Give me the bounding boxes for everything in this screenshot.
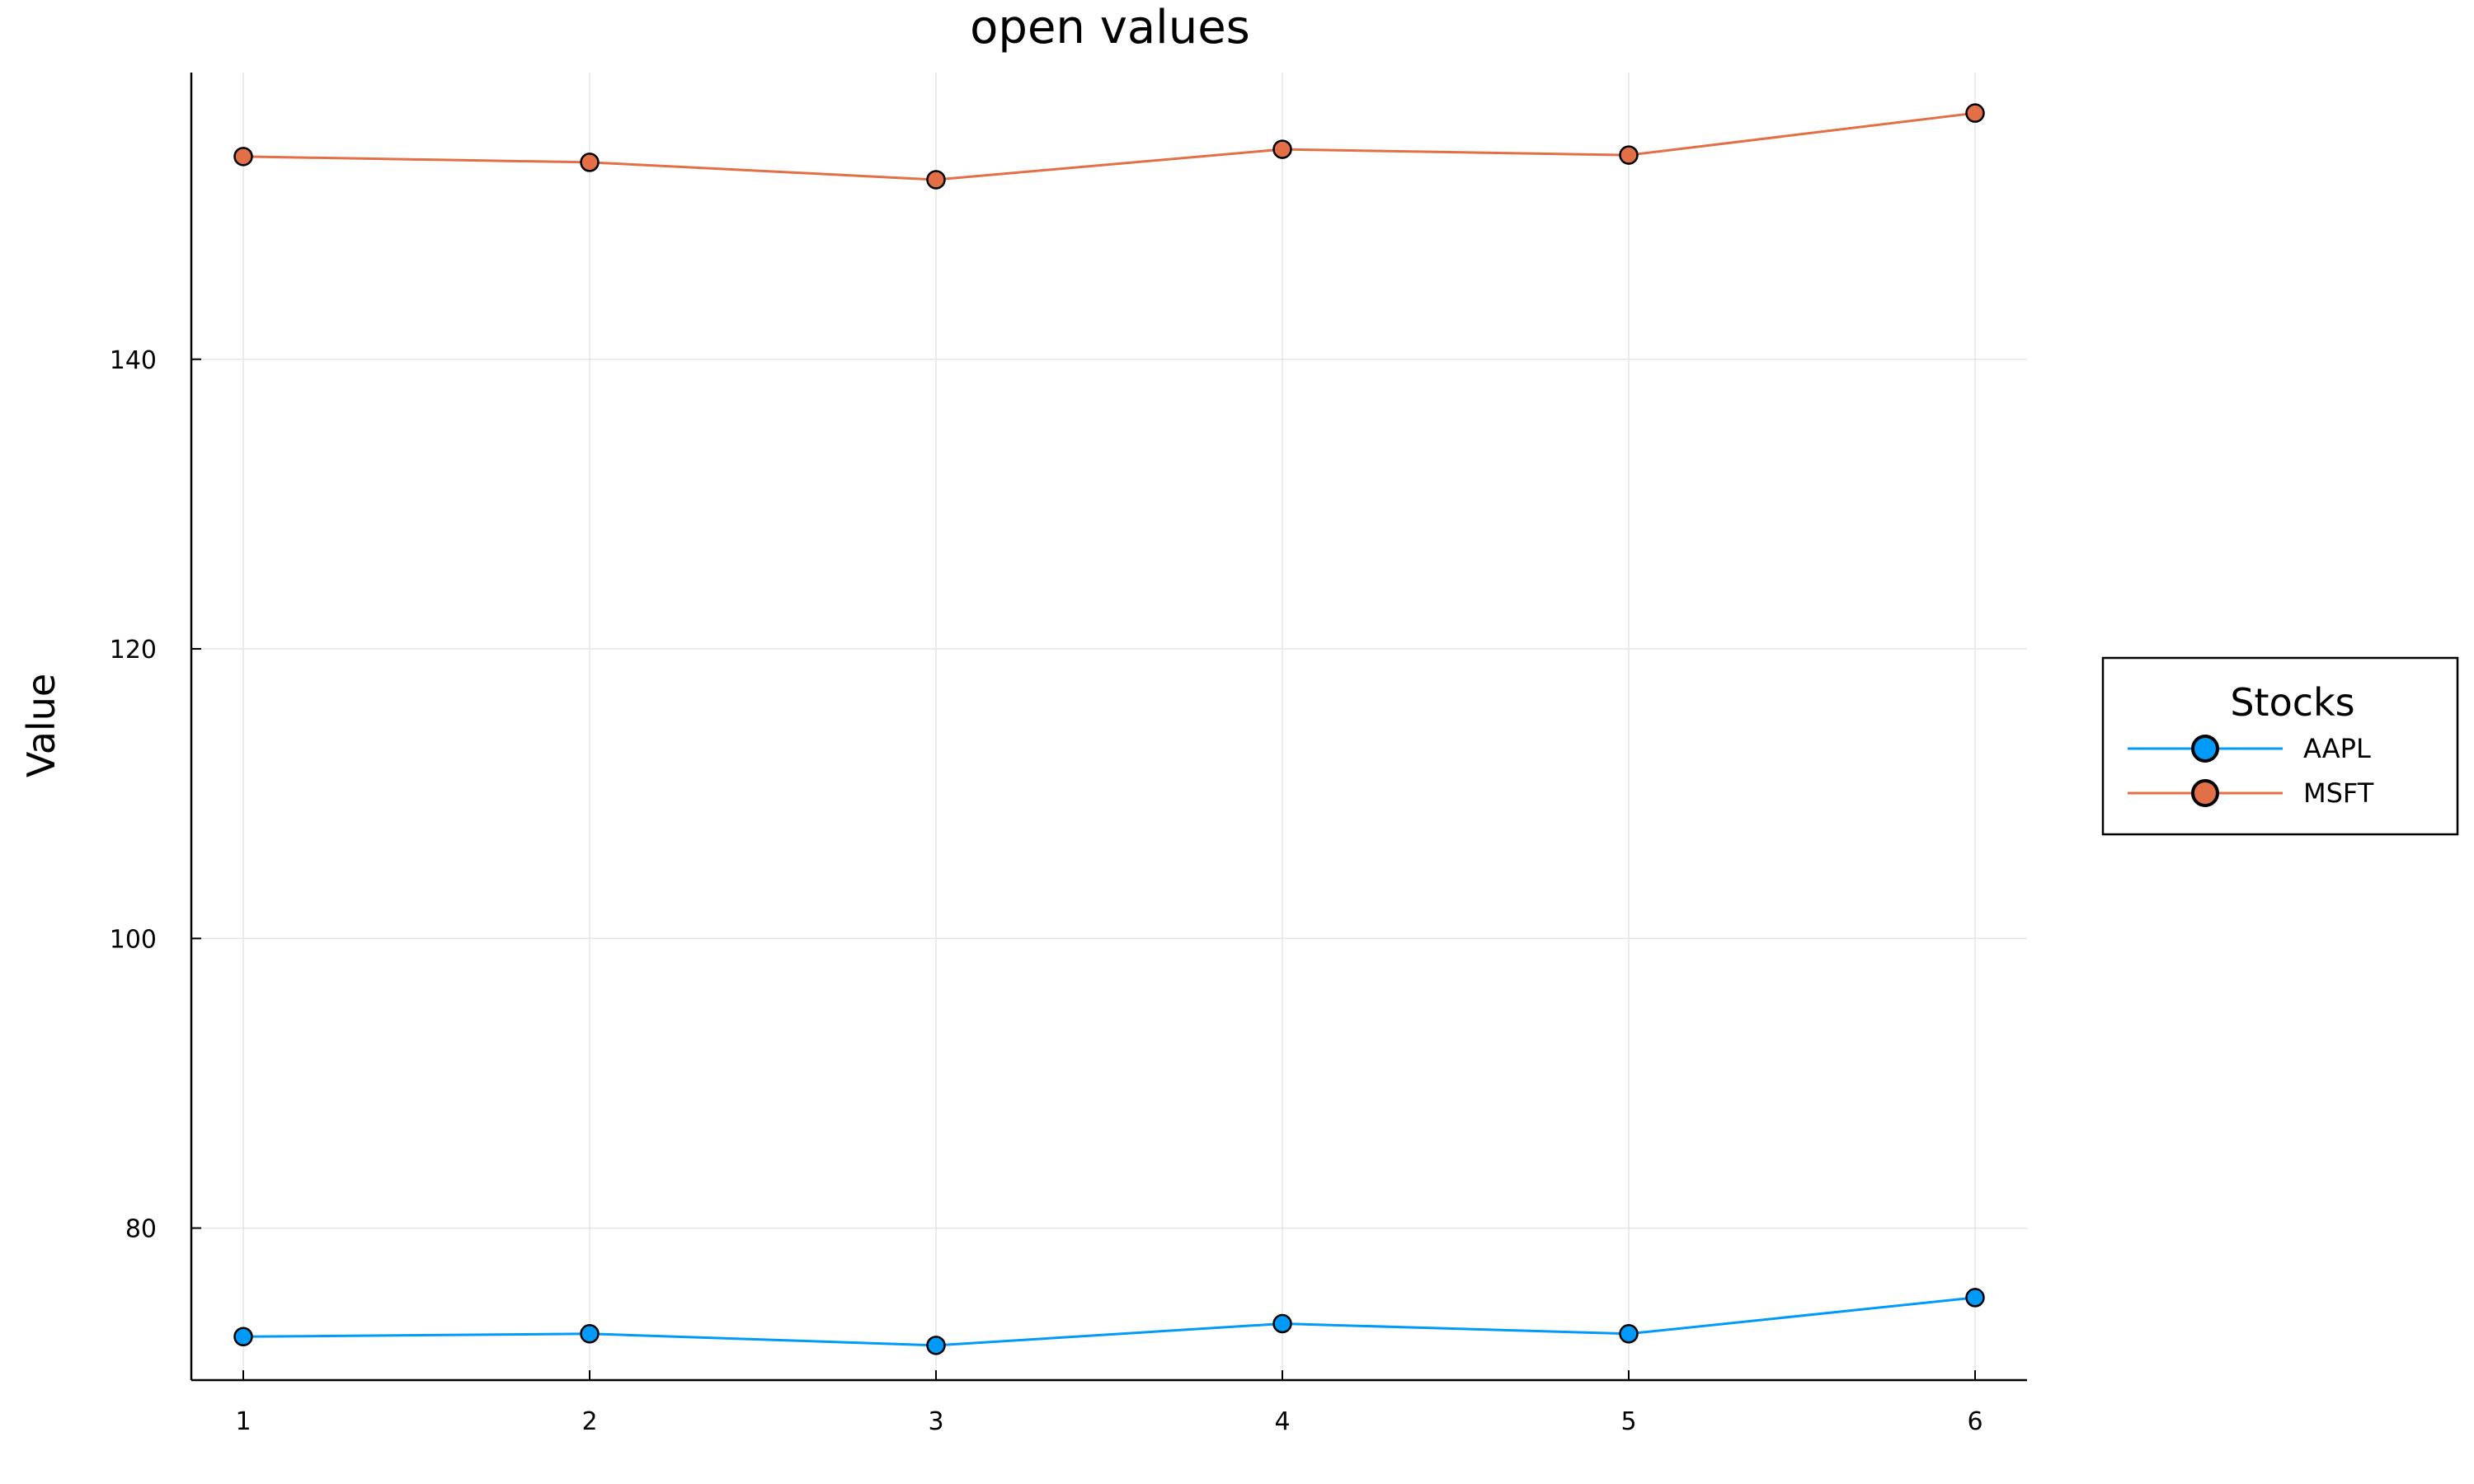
data-point-aapl [1965, 1288, 1985, 1308]
grid-layer [191, 73, 2027, 1380]
y-tick-label: 80 [125, 1215, 157, 1244]
data-point-msft [233, 147, 253, 167]
y-tick-label: 140 [110, 346, 157, 375]
chart-title: open values [970, 1, 1250, 54]
series-aapl [233, 1288, 1985, 1355]
data-point-msft [926, 170, 946, 190]
data-point-aapl [1619, 1324, 1639, 1344]
axes-layer: 1 2 3 4 5 6 80 100 120 140 [110, 73, 2027, 1436]
legend-title: Stocks [2230, 680, 2354, 725]
data-point-aapl [1272, 1313, 1292, 1334]
legend-marker-aapl [2191, 735, 2219, 763]
y-tick-label: 100 [110, 925, 157, 954]
legend-item-aapl: AAPL [2128, 733, 2371, 764]
series-layer [233, 103, 1985, 1355]
legend-item-msft: MSFT [2128, 777, 2374, 809]
legend-label-aapl: AAPL [2303, 733, 2371, 764]
legend-box [2101, 656, 2459, 836]
series-line-aapl [242, 1296, 1976, 1347]
x-tick-label: 1 [235, 1407, 251, 1436]
y-tick-label: 120 [110, 636, 157, 665]
x-tick-label: 5 [1620, 1407, 1636, 1436]
series-msft [233, 103, 1985, 190]
legend-marker-msft [2191, 779, 2219, 807]
legend-items: AAPL MSFT [2128, 733, 2374, 809]
x-tick-label: 2 [581, 1407, 597, 1436]
data-point-msft [1965, 103, 1985, 123]
x-tick-label: 3 [928, 1407, 943, 1436]
series-line-msft [242, 111, 1976, 181]
data-point-aapl [233, 1327, 253, 1347]
data-point-msft [580, 153, 600, 172]
x-tick-label: 6 [1967, 1407, 1982, 1436]
legend: Stocks AAPL MSFT [2101, 656, 2459, 836]
data-point-aapl [926, 1336, 946, 1355]
data-point-msft [1272, 139, 1292, 159]
data-point-aapl [580, 1324, 600, 1344]
x-tick-label: 4 [1274, 1407, 1290, 1436]
data-point-msft [1619, 145, 1639, 165]
legend-label-msft: MSFT [2303, 777, 2374, 809]
y-axis-label: Value [19, 674, 63, 777]
